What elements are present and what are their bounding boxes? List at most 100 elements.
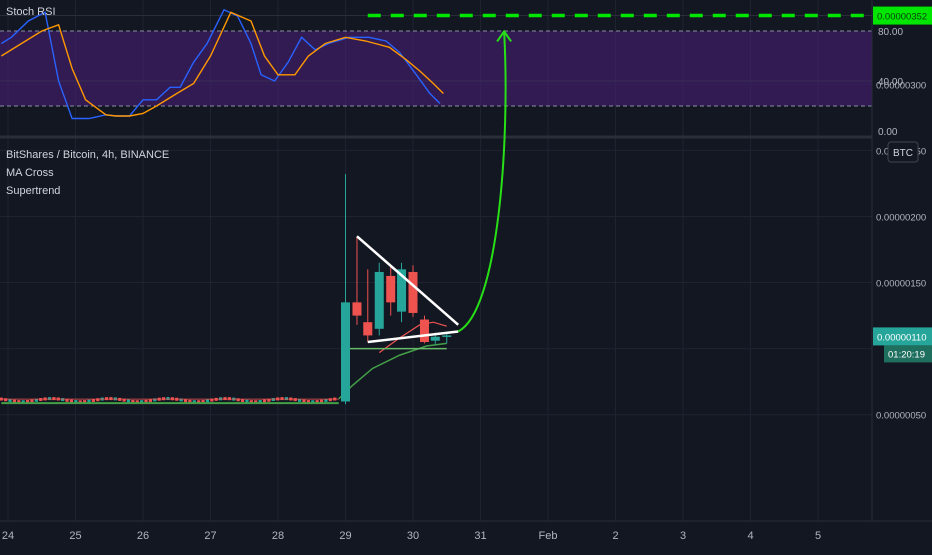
candle-small (74, 400, 78, 404)
candle-small (135, 400, 139, 404)
candle-small (148, 399, 153, 403)
candle-small (87, 399, 91, 403)
time-axis-label: 26 (137, 530, 149, 542)
candle-small (280, 397, 284, 401)
candle-small (179, 398, 183, 402)
time-axis-label: 3 (680, 530, 686, 542)
candle-small (267, 398, 271, 402)
candle-small (126, 399, 131, 403)
time-axis-label: 27 (204, 530, 216, 542)
countdown-label: 01:20:19 (888, 349, 925, 360)
time-axis-label: 25 (69, 530, 81, 542)
candle (408, 271, 418, 313)
candle-small (324, 398, 328, 402)
candle-small (223, 397, 227, 401)
candle (419, 319, 429, 343)
ma-slow-line (378, 321, 447, 354)
candle-small (298, 398, 302, 402)
candle-small (284, 397, 289, 401)
currency-badge[interactable] (887, 141, 919, 163)
candle (363, 322, 373, 336)
time-axis-label: 30 (407, 530, 419, 542)
candle-small (17, 400, 21, 404)
candle-small (315, 400, 319, 404)
candle-small (140, 400, 144, 404)
stoch-rsi-band (0, 31, 872, 106)
time-axis-label: Feb (539, 530, 558, 542)
price-tick-label: 0.00000300 (876, 80, 926, 91)
candle-small (12, 399, 17, 403)
candle-small (47, 397, 52, 401)
candle-small (104, 397, 109, 401)
candle-small (306, 400, 310, 404)
price-axis-background[interactable] (872, 0, 932, 521)
candle-small (197, 400, 201, 404)
candle (374, 271, 384, 329)
candle-small (96, 398, 100, 402)
candle-small (236, 398, 240, 402)
candle-small (69, 399, 74, 403)
projection-arrow-head (496, 29, 512, 42)
candle-small (192, 400, 196, 404)
candle-small (328, 398, 332, 402)
time-axis-label: 29 (339, 530, 351, 542)
indicator-ma-cross[interactable]: MA Cross (6, 167, 54, 179)
candle-small (78, 400, 82, 404)
candle-small (34, 398, 38, 402)
candle-small (21, 400, 25, 404)
candle-small (52, 397, 56, 401)
time-axis-label: 31 (474, 530, 486, 542)
time-axis-label: 24 (2, 530, 14, 542)
candle-small (166, 397, 170, 401)
rsi-panel-label: Stoch RSI (6, 6, 56, 18)
target-price-tag (873, 6, 932, 25)
candle (430, 336, 440, 341)
time-axis-label: 28 (272, 530, 284, 542)
candle-small (188, 399, 192, 403)
triangle-lower-trendline[interactable] (367, 330, 459, 344)
candle-small (262, 399, 267, 403)
stoch-rsi-k-line (0, 8, 441, 120)
candle-small (65, 398, 69, 402)
candle (397, 269, 407, 312)
candle-small (245, 399, 249, 403)
candle (386, 275, 396, 303)
current-price-label: 0.00000110 (877, 332, 927, 343)
candle-small (91, 398, 95, 402)
stoch-rsi-d-line (0, 11, 444, 117)
candle-small (319, 399, 324, 403)
candle-small (201, 399, 205, 403)
price-tick-label: 0.00000050 (876, 411, 926, 422)
candle-small (30, 399, 34, 403)
triangle-upper-trendline[interactable] (356, 235, 460, 326)
currency-badge-label: BTC (893, 148, 913, 159)
projection-arrow[interactable] (457, 31, 507, 333)
candle-small (254, 400, 258, 404)
current-price-tag (873, 327, 932, 346)
main-panel-title: BitShares / Bitcoin, 4h, BINANCE (6, 149, 170, 161)
indicator-supertrend[interactable]: Supertrend (6, 185, 61, 197)
candle (341, 302, 350, 402)
time-axis-label: 4 (747, 530, 753, 542)
candle-small (205, 399, 210, 403)
rsi-tick-label: 0.00 (878, 127, 898, 138)
time-axis-label: 5 (815, 530, 821, 542)
candle-small (109, 397, 113, 401)
candle-small (122, 398, 126, 402)
target-price-label: 0.00000352 (877, 12, 927, 23)
candle-small (240, 399, 245, 403)
candle-small (4, 398, 8, 402)
countdown-tag (884, 345, 932, 363)
candle-small (153, 398, 157, 402)
candle (352, 302, 362, 316)
candle-small (131, 399, 135, 403)
candle-small (311, 400, 315, 404)
time-axis-label: 2 (612, 530, 618, 542)
candle-small (210, 398, 214, 402)
candle-small (258, 400, 262, 404)
candle-small (8, 399, 12, 403)
candle-small (144, 399, 148, 403)
candle-small (249, 400, 253, 404)
